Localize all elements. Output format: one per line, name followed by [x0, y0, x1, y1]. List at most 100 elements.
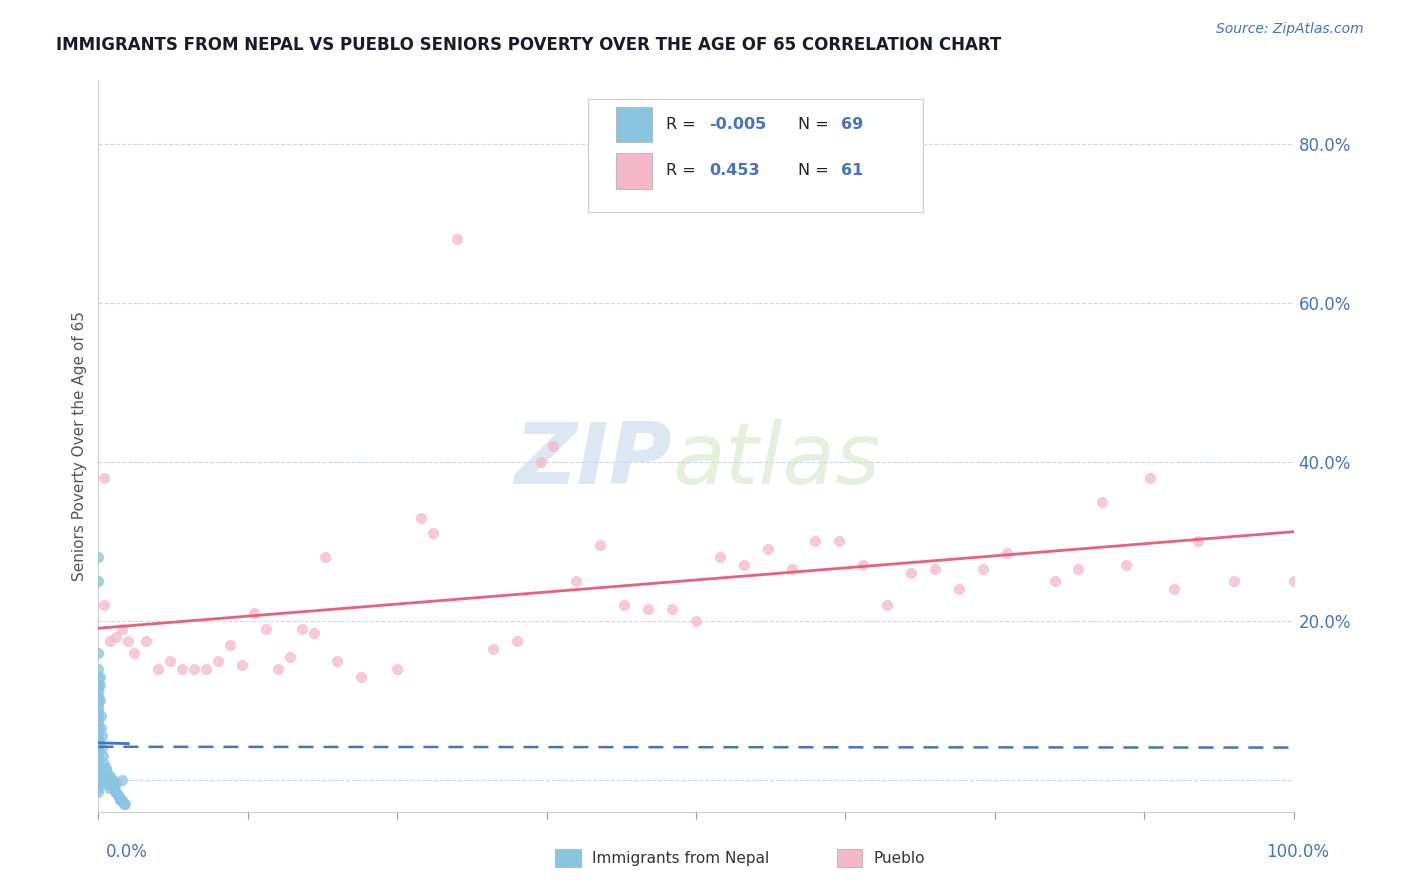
- Point: [98, 633, 122, 648]
- Point: [1163, 582, 1185, 596]
- Text: 0.453: 0.453: [709, 163, 759, 178]
- Point: [350, 669, 373, 683]
- Point: [89, 693, 111, 707]
- Point: [1043, 574, 1066, 589]
- Point: [101, 777, 124, 791]
- Point: [87, 780, 110, 795]
- Point: [87, 701, 110, 715]
- Point: [91, 749, 114, 764]
- Point: [93, 757, 115, 772]
- Point: [254, 622, 277, 636]
- Point: [183, 662, 205, 676]
- Point: [87, 733, 110, 747]
- Point: [613, 598, 636, 612]
- Point: [104, 785, 127, 799]
- Point: [91, 729, 114, 743]
- Text: -0.005: -0.005: [709, 118, 766, 132]
- Point: [112, 797, 135, 811]
- Point: [804, 534, 827, 549]
- Point: [924, 562, 946, 576]
- Point: [995, 546, 1018, 560]
- Point: [87, 753, 110, 767]
- Point: [267, 662, 290, 676]
- Point: [231, 657, 253, 672]
- Point: [1282, 574, 1305, 589]
- Point: [93, 471, 115, 485]
- Text: R =: R =: [666, 163, 702, 178]
- Point: [756, 542, 779, 557]
- Point: [98, 769, 122, 783]
- Point: [87, 785, 110, 799]
- Point: [589, 538, 612, 552]
- Point: [96, 772, 118, 787]
- Point: [103, 780, 125, 795]
- Point: [709, 550, 731, 565]
- Point: [93, 772, 115, 787]
- Text: 61: 61: [841, 163, 863, 178]
- Point: [105, 630, 128, 644]
- Point: [87, 757, 110, 772]
- Point: [87, 690, 110, 704]
- Point: [530, 455, 553, 469]
- Point: [1115, 558, 1137, 573]
- Point: [1067, 562, 1090, 576]
- FancyBboxPatch shape: [589, 99, 922, 212]
- Point: [852, 558, 875, 573]
- Text: atlas: atlas: [672, 419, 880, 502]
- Point: [780, 562, 803, 576]
- Point: [98, 780, 121, 795]
- Point: [89, 669, 111, 683]
- Point: [91, 741, 114, 756]
- Point: [302, 625, 325, 640]
- Point: [172, 662, 194, 676]
- Point: [87, 769, 110, 783]
- Point: [876, 598, 898, 612]
- Point: [90, 721, 112, 735]
- Point: [87, 761, 110, 775]
- Point: [87, 693, 110, 707]
- Point: [1139, 471, 1161, 485]
- Point: [87, 681, 110, 696]
- Point: [87, 741, 110, 756]
- Point: [87, 749, 110, 764]
- Point: [422, 526, 444, 541]
- Point: [111, 772, 134, 787]
- Text: Pueblo: Pueblo: [873, 851, 925, 865]
- Point: [110, 793, 132, 807]
- Point: [87, 706, 110, 720]
- Point: [135, 633, 157, 648]
- Point: [107, 789, 129, 803]
- Text: R =: R =: [666, 118, 702, 132]
- Point: [948, 582, 970, 596]
- Point: [326, 654, 349, 668]
- Point: [195, 662, 218, 676]
- Point: [87, 646, 110, 660]
- Point: [91, 769, 114, 783]
- Point: [87, 729, 110, 743]
- Point: [90, 709, 112, 723]
- Point: [828, 534, 851, 549]
- Point: [87, 737, 110, 751]
- Point: [87, 714, 110, 728]
- Text: N =: N =: [797, 163, 834, 178]
- Text: Source: ZipAtlas.com: Source: ZipAtlas.com: [1216, 22, 1364, 37]
- Point: [87, 574, 110, 589]
- Point: [315, 550, 337, 565]
- Point: [1187, 534, 1209, 549]
- Point: [94, 772, 117, 787]
- Point: [159, 654, 181, 668]
- Point: [93, 769, 115, 783]
- Point: [111, 793, 134, 807]
- Point: [87, 709, 110, 723]
- Point: [98, 772, 122, 787]
- Point: [207, 654, 229, 668]
- Point: [87, 777, 110, 791]
- Point: [385, 662, 409, 676]
- Point: [87, 669, 110, 683]
- Point: [111, 622, 134, 636]
- Point: [278, 649, 301, 664]
- Point: [506, 633, 529, 648]
- Point: [87, 745, 110, 759]
- FancyBboxPatch shape: [616, 153, 652, 188]
- Point: [94, 761, 117, 775]
